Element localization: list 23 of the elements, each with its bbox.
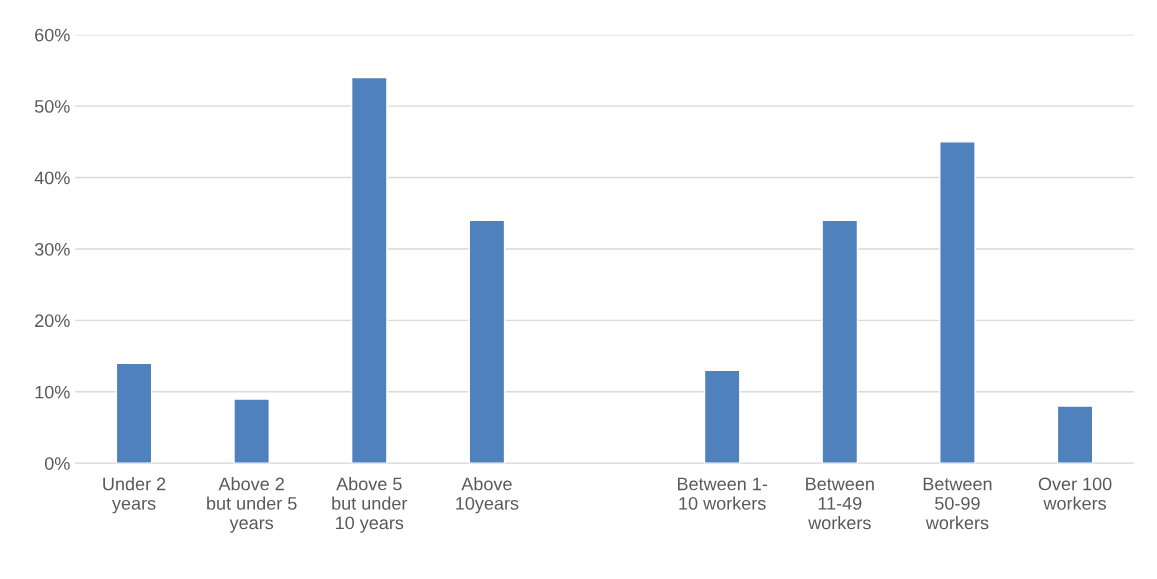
x-tick-label: Above 5 but under 10 years: [332, 477, 408, 533]
x-tick-label: Over 100 workers: [1038, 477, 1112, 510]
x-tick-label: Above 2 but under 5 years: [207, 477, 297, 533]
x-tick-label: Between 11-49 workers: [806, 477, 874, 530]
x-tick-label: Between 50-99 workers: [923, 477, 992, 530]
bar: [821, 219, 859, 464]
y-tick-label: 60%: [35, 28, 70, 42]
y-tick-label: 40%: [34, 171, 70, 185]
bar: [468, 219, 506, 464]
x-tick-label: Under 2 years: [103, 477, 166, 514]
x-tick-label: Above 10years: [456, 477, 519, 514]
x-tick-label: Between 1- 10 workers: [677, 477, 768, 510]
bar: [233, 398, 270, 464]
y-tick-label: 20%: [35, 314, 70, 328]
bar: [350, 76, 388, 464]
y-tick-label: 30%: [34, 242, 70, 256]
bar: [939, 141, 976, 464]
y-tick-label: 0%: [44, 457, 70, 470]
y-tick-label: 50%: [34, 100, 70, 113]
bar: [703, 369, 741, 464]
y-tick-label: 10%: [35, 385, 70, 399]
bar: [115, 362, 153, 464]
bar: [1056, 405, 1094, 464]
